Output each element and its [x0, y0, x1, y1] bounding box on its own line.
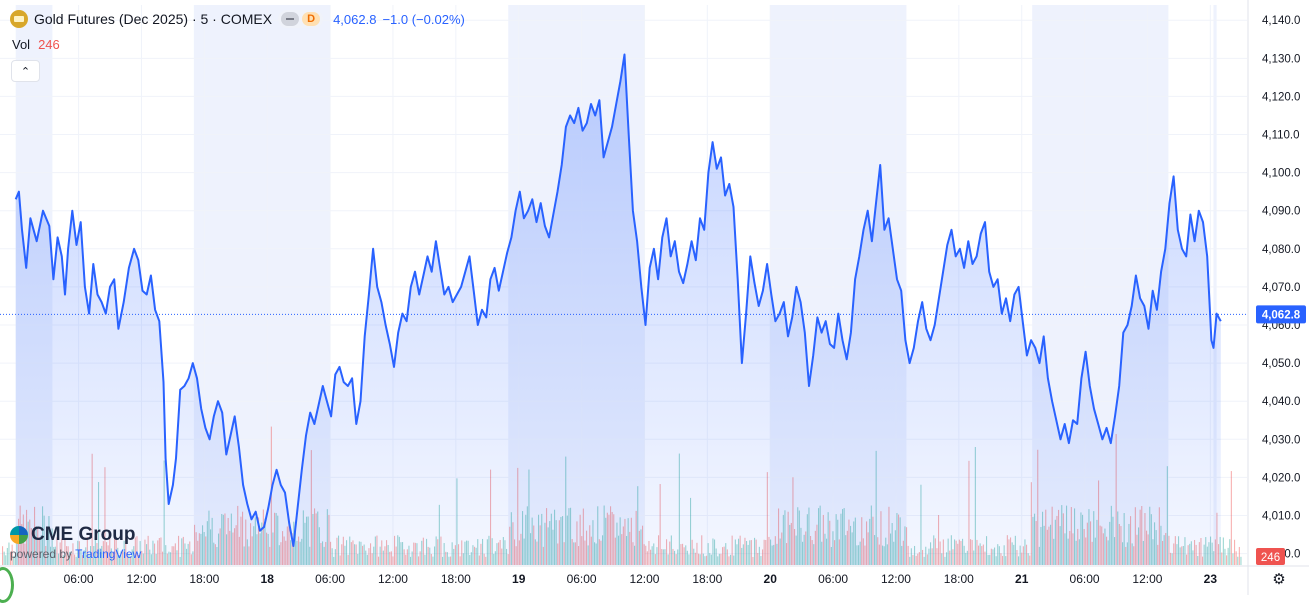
time-tick-label: 19	[512, 572, 526, 586]
time-tick-label: 12:00	[881, 572, 911, 586]
price-tick-label: 4,050.0	[1262, 358, 1300, 370]
symbol-title[interactable]: Gold Futures (Dec 2025) · 5 · COMEX	[34, 11, 273, 27]
volume-bar	[1227, 547, 1229, 565]
powered-by-text: powered by TradingView	[10, 547, 141, 561]
last-volume-tag	[1256, 548, 1285, 565]
volume-bar	[1235, 551, 1237, 565]
gold-bar-icon	[10, 10, 28, 28]
volume-bar	[2, 546, 4, 565]
time-tick-label: 18:00	[944, 572, 974, 586]
powered-by-label: powered by	[10, 547, 73, 561]
volume-bar	[1226, 555, 1228, 565]
volume-bar	[1237, 556, 1239, 565]
time-tick-label: 06:00	[818, 572, 848, 586]
volume-bar	[10, 551, 12, 565]
time-tick-label: 12:00	[126, 572, 156, 586]
volume-bar	[11, 544, 13, 565]
session-band	[1213, 5, 1217, 565]
time-tick-label: 06:00	[567, 572, 597, 586]
price-tick-label: 4,120.0	[1262, 91, 1300, 103]
time-tick-label: 18	[261, 572, 275, 586]
legend-badges: D	[278, 10, 324, 28]
volume-bar	[13, 555, 15, 565]
last-price-tag	[1256, 305, 1306, 324]
legend-price: 4,062.8	[333, 11, 377, 27]
time-tick-label: 12:00	[629, 572, 659, 586]
brand-name: CME Group	[31, 524, 136, 545]
price-tick-label: 4,130.0	[1262, 53, 1300, 65]
last-volume-tag-label: 246	[1261, 552, 1280, 564]
volume-bar	[1240, 556, 1242, 565]
legend-change: −1.0 (−0.02%)	[382, 11, 465, 27]
volume-bar	[6, 547, 8, 565]
volume-bar	[8, 542, 10, 565]
price-tick-label: 4,140.0	[1262, 15, 1300, 27]
time-tick-label: 12:00	[378, 572, 408, 586]
last-price-tag-label: 4,062.8	[1262, 309, 1301, 321]
volume-bar	[14, 554, 16, 565]
time-tick-label: 06:00	[64, 572, 94, 586]
minus-icon[interactable]	[281, 12, 300, 26]
price-tick-label: 4,030.0	[1262, 434, 1300, 446]
gear-icon[interactable]: ⚙	[1272, 571, 1286, 588]
volume-bar	[1224, 548, 1226, 565]
volume-bar	[5, 555, 7, 565]
symbol-legend: Gold Futures (Dec 2025) · 5 · COMEX D 4,…	[10, 10, 465, 28]
volume-label[interactable]: Vol	[12, 37, 31, 52]
delayed-badge[interactable]: D	[302, 12, 321, 26]
volume-bar	[1232, 553, 1234, 565]
volume-bar	[3, 551, 5, 565]
time-axis-bg	[0, 566, 1309, 595]
time-tick-label: 18:00	[189, 572, 219, 586]
chevron-up-icon: ⌃	[20, 65, 31, 78]
volume-bar	[1221, 552, 1223, 565]
collapse-legend-button[interactable]: ⌃	[11, 60, 40, 82]
volume-bar	[1234, 539, 1236, 565]
volume-value: 246	[38, 37, 60, 52]
volume-bar	[1230, 471, 1232, 565]
price-tick-label: 4,080.0	[1262, 244, 1300, 256]
price-axis[interactable]: 4,140.0 4,130.0 4,120.0 4,110.0 4,100.0 4,090…	[1248, 0, 1309, 568]
time-tick-label: 06:00	[1070, 572, 1100, 586]
price-tick-label: 4,090.0	[1262, 206, 1300, 218]
time-tick-label: 20	[764, 572, 778, 586]
price-area	[15, 54, 1221, 565]
volume-bar	[1238, 546, 1240, 565]
globe-icon	[10, 526, 28, 544]
volume-bar	[1229, 539, 1231, 565]
tradingview-link[interactable]: TradingView	[75, 547, 142, 561]
price-axis-bg	[1248, 0, 1309, 568]
time-tick-label: 18:00	[692, 572, 722, 586]
time-tick-label: 23	[1204, 572, 1218, 586]
time-tick-label: 21	[1015, 572, 1029, 586]
price-line	[14, 53, 1222, 547]
time-tick-label: 06:00	[315, 572, 345, 586]
cme-group-logo[interactable]: CME Group powered by TradingView	[10, 524, 141, 561]
price-tick-label: 4,070.0	[1262, 282, 1300, 294]
time-tick-label: 18:00	[441, 572, 471, 586]
volume-legend: Vol 246	[12, 37, 60, 52]
volume-bar	[1222, 537, 1224, 565]
price-tick-label: 4,040.0	[1262, 396, 1300, 408]
time-tick-label: 12:00	[1132, 572, 1162, 586]
price-tick-label: 4,110.0	[1262, 130, 1300, 142]
price-tick-label: 4,020.0	[1262, 472, 1300, 484]
price-tick-label: 4,010.0	[1262, 510, 1300, 522]
axis-price-tags: 4,062.8 246	[1256, 305, 1306, 565]
price-tick-label: 4,100.0	[1262, 168, 1300, 180]
